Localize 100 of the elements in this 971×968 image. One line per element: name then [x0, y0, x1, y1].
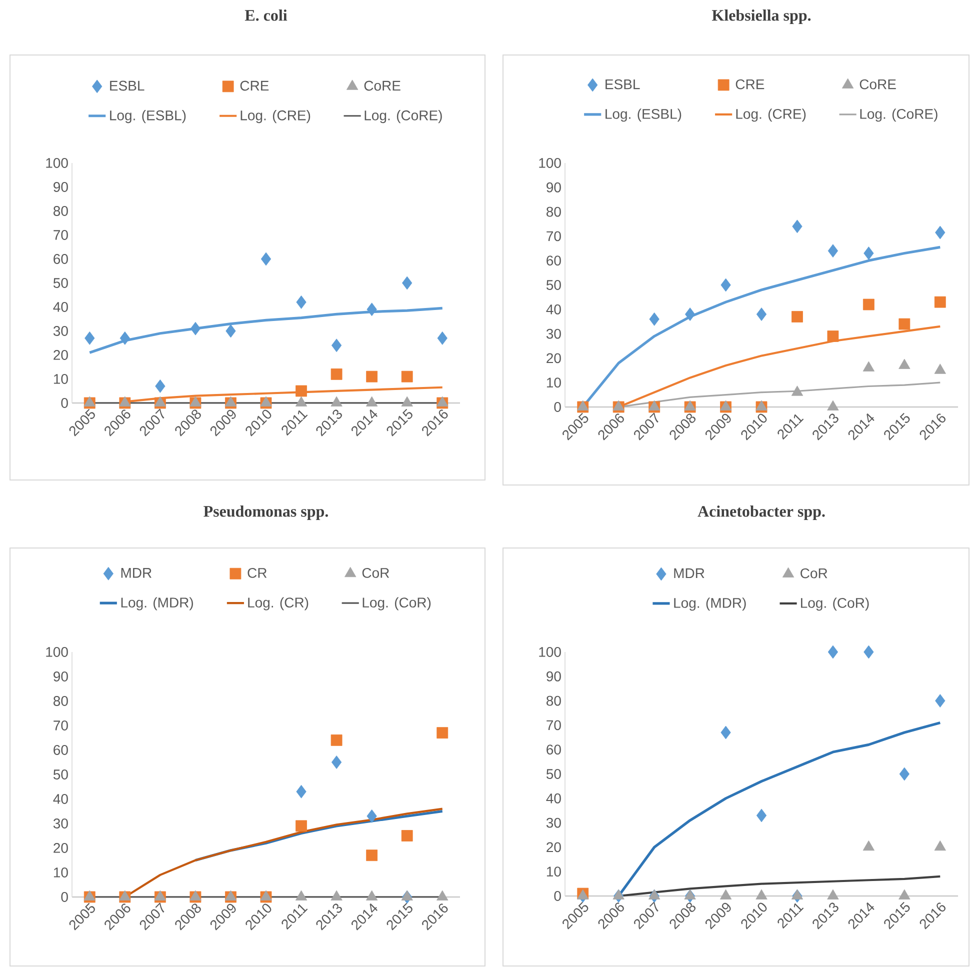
point — [366, 396, 378, 406]
point — [366, 370, 378, 382]
chart-title: Acinetobacter spp. — [698, 506, 825, 520]
point — [437, 331, 448, 345]
point — [898, 889, 910, 900]
y-tick-label: 30 — [546, 328, 561, 339]
y-tick-label: 20 — [54, 350, 68, 360]
chart-title: Pseudomonas spp. — [204, 506, 328, 520]
y-tick-label: 70 — [54, 230, 68, 240]
point — [827, 330, 839, 342]
legend-label: CoR — [800, 568, 828, 578]
point — [330, 890, 342, 900]
legend-label: CR — [248, 568, 267, 578]
point — [934, 364, 946, 374]
y-tick-label: 100 — [46, 158, 68, 168]
point — [898, 318, 910, 330]
point — [366, 890, 378, 900]
point — [260, 396, 272, 406]
point — [401, 396, 413, 406]
y-tick-label: 80 — [54, 696, 68, 706]
point — [436, 727, 448, 739]
point — [612, 889, 624, 900]
y-tick-label: 20 — [546, 842, 561, 852]
y-tick-label: 40 — [53, 794, 68, 804]
y-tick-label: 70 — [54, 720, 68, 730]
y-tick-label: 90 — [546, 182, 561, 192]
point — [792, 220, 802, 234]
point — [756, 308, 767, 321]
legend-label: Log. (CoRE) — [860, 108, 938, 122]
point — [684, 400, 696, 410]
point — [366, 850, 378, 862]
point — [934, 296, 946, 308]
point — [330, 396, 342, 406]
point — [612, 400, 624, 410]
point — [720, 400, 732, 410]
point — [330, 734, 342, 746]
legend-label: CoRE — [364, 80, 400, 91]
point — [190, 890, 202, 900]
point — [862, 298, 874, 310]
point — [577, 400, 589, 410]
point — [862, 361, 875, 372]
point — [935, 226, 946, 240]
point — [155, 379, 166, 393]
y-tick-label: 20 — [546, 353, 561, 364]
point — [935, 694, 946, 708]
point — [827, 889, 839, 900]
point — [295, 890, 308, 900]
y-tick-label: 10 — [54, 868, 68, 878]
y-tick-label: 40 — [546, 304, 561, 314]
y-tick-label: 20 — [54, 843, 68, 853]
point — [84, 396, 96, 406]
point — [120, 331, 130, 345]
y-tick-label: 40 — [546, 793, 561, 804]
point — [401, 890, 413, 900]
y-tick-label: 100 — [539, 647, 561, 657]
point — [684, 308, 696, 321]
point — [684, 889, 696, 900]
point — [295, 396, 308, 406]
y-tick-label: 90 — [546, 671, 561, 682]
point — [862, 840, 875, 851]
y-tick-label: 90 — [54, 672, 68, 682]
y-tick-label: 90 — [54, 182, 68, 192]
y-tick-label: 80 — [546, 206, 561, 217]
y-tick-label: 0 — [554, 402, 561, 412]
point — [330, 368, 342, 380]
point — [864, 645, 874, 659]
chart-title: Klebsiella spp. — [712, 10, 811, 24]
point — [828, 244, 838, 258]
y-tick-label: 60 — [54, 254, 68, 264]
point — [190, 322, 201, 336]
point — [899, 767, 910, 781]
chart-title: E. coli — [244, 10, 288, 21]
point — [791, 386, 804, 396]
y-tick-label: 100 — [46, 647, 68, 657]
point — [436, 890, 448, 900]
point — [224, 396, 237, 406]
y-tick-label: 0 — [61, 892, 68, 902]
point — [224, 890, 237, 900]
legend-label: ESBL — [606, 79, 640, 90]
legend-label: CRE — [240, 80, 269, 91]
point — [84, 331, 95, 345]
point — [296, 784, 306, 798]
point — [792, 311, 803, 322]
legend-label: ESBL — [110, 80, 144, 91]
legend-label: Log. (MDR) — [674, 598, 746, 611]
y-tick-label: 0 — [554, 891, 561, 901]
point — [402, 276, 412, 290]
y-tick-label: 40 — [53, 302, 68, 312]
point — [756, 400, 768, 410]
legend-label: Log. (ESBL) — [606, 108, 682, 122]
point — [296, 820, 307, 832]
legend-label: Log. (CR) — [248, 597, 308, 610]
legend-label: Log. (CoR) — [801, 598, 869, 611]
point — [720, 726, 731, 740]
point — [119, 890, 131, 900]
y-tick-label: 70 — [546, 720, 561, 730]
legend-label: MDR — [121, 568, 152, 578]
point — [154, 890, 166, 900]
y-tick-label: 100 — [539, 158, 561, 168]
point — [791, 889, 804, 900]
